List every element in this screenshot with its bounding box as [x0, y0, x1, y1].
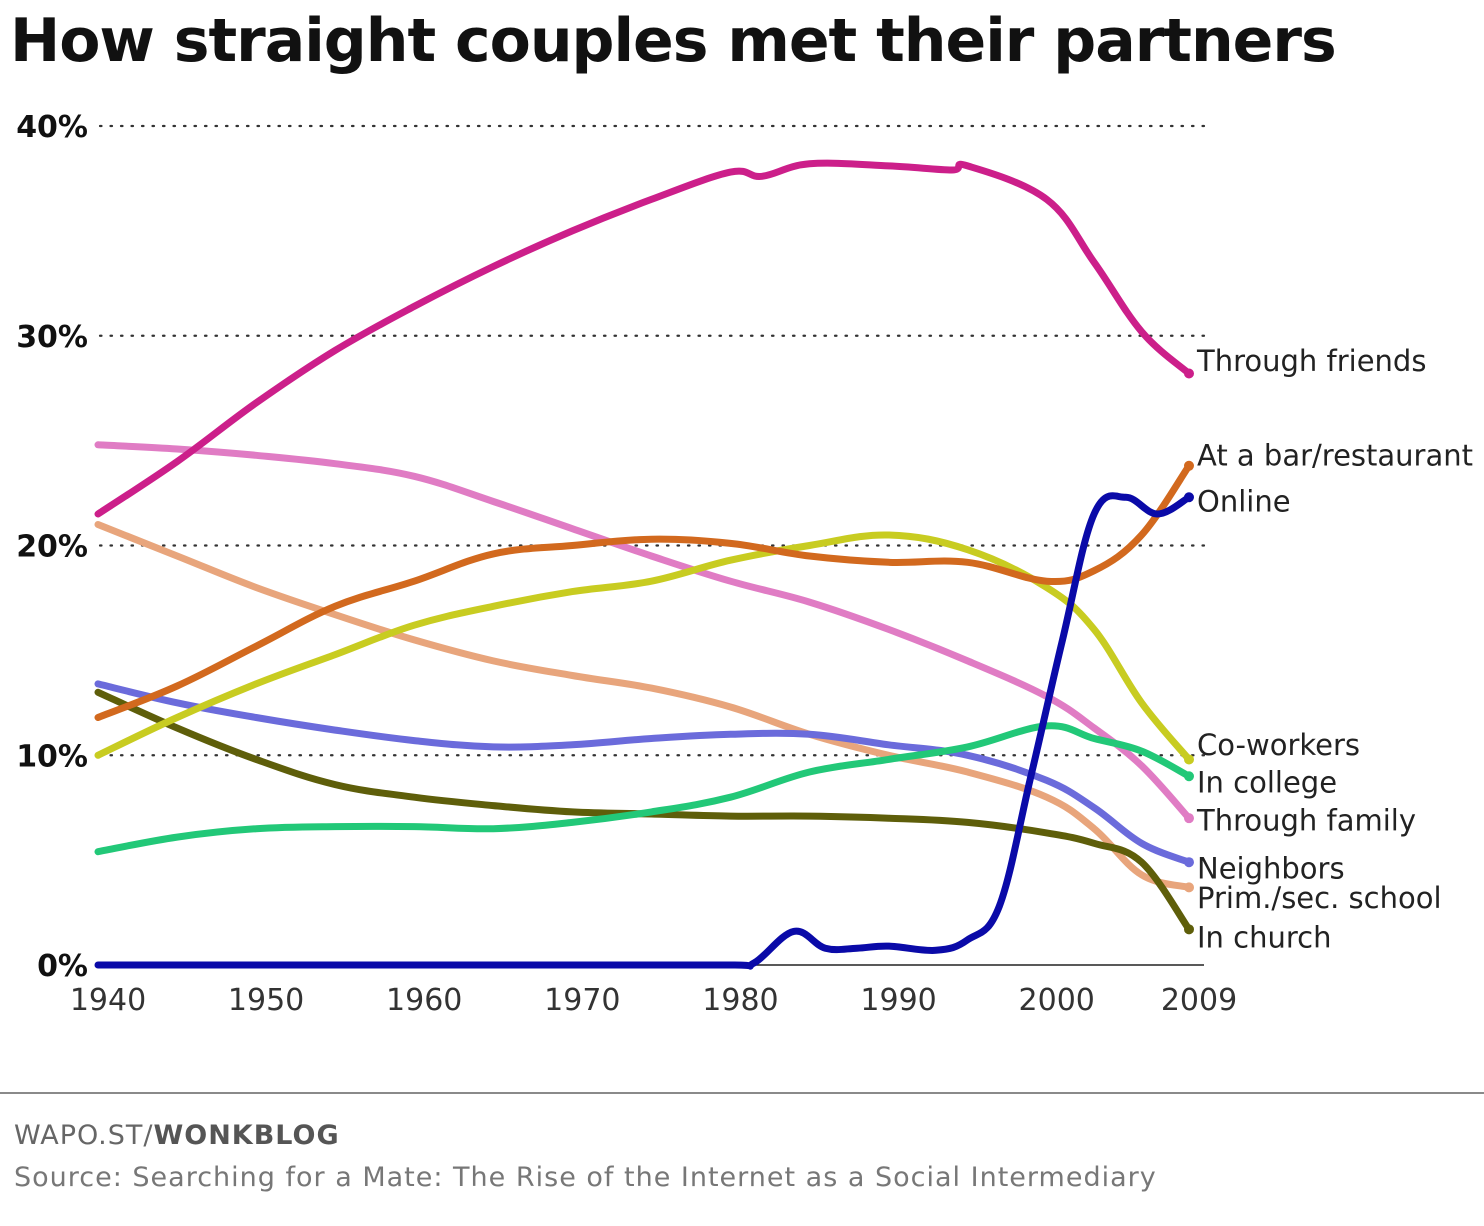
- series-endpoint-in-church: [1184, 924, 1194, 935]
- series-label-online: Online: [1197, 484, 1291, 518]
- line-chart: 0% 10% 20% 30% 40% 1940 1950 1960 1970 1980 1990 20…: [16, 110, 1473, 1018]
- series-label-at-a-bar-restaurant: At a bar/restaurant: [1197, 438, 1473, 472]
- y-tick-label: 40%: [16, 110, 88, 145]
- footer-divider: [0, 1092, 1484, 1094]
- series-endpoint-in-college: [1184, 771, 1194, 782]
- series-line-neighbors: [94, 680, 1193, 866]
- series-label-in-college: In college: [1197, 766, 1337, 800]
- axis-layer: 0% 10% 20% 30% 40% 1940 1950 1960 1970 1980 1990 20…: [16, 110, 1237, 1018]
- x-tick-label: 1940: [70, 983, 146, 1018]
- y-tick-label: 20%: [16, 530, 88, 565]
- series-label-prim-sec-school: Prim./sec. school: [1197, 881, 1442, 915]
- source-note: Source: Searching for a Mate: The Rise o…: [14, 1162, 1157, 1193]
- series-line-through-friends: [94, 159, 1193, 518]
- series-endpoint-at-a-bar-restaurant: [1184, 460, 1194, 471]
- brand-prefix: WAPO.ST/: [14, 1120, 154, 1151]
- series-line-in-church: [94, 688, 1193, 933]
- series-line-at-a-bar-restaurant: [94, 462, 1193, 721]
- series-label-neighbors: Neighbors: [1197, 852, 1345, 886]
- series-endpoint-co-workers: [1184, 754, 1194, 765]
- x-tick-label: 1980: [702, 983, 778, 1018]
- chart-title: How straight couples met their partners: [10, 6, 1337, 76]
- x-tick-label: 1970: [544, 983, 620, 1018]
- x-tick-label: 1950: [228, 983, 304, 1018]
- series-label-through-friends: Through friends: [1196, 344, 1426, 378]
- footer-brand[interactable]: WAPO.ST/WONKBLOG: [14, 1120, 340, 1151]
- brand-name: WONKBLOG: [153, 1120, 340, 1151]
- series-label-through-family: Through family: [1196, 803, 1416, 837]
- series-layer: [94, 159, 1194, 970]
- y-tick-label: 0%: [37, 949, 88, 984]
- series-line-in-college: [94, 722, 1193, 856]
- series-line-prim-sec-school: [94, 521, 1193, 891]
- x-tick-label: 1990: [860, 983, 936, 1018]
- series-label-co-workers: Co-workers: [1197, 728, 1360, 762]
- series-endpoint-through-friends: [1184, 368, 1194, 379]
- series-endpoint-through-family: [1184, 813, 1194, 824]
- y-tick-label: 10%: [16, 739, 88, 774]
- series-label-in-church: In church: [1197, 921, 1331, 955]
- series-endpoint-neighbors: [1184, 857, 1194, 868]
- grid-layer: [98, 124, 1212, 966]
- x-tick-label: 2000: [1019, 983, 1095, 1018]
- series-line-online: [94, 492, 1193, 970]
- series-endpoint-online: [1184, 492, 1194, 503]
- label-layer: Through friends At a bar/restaurant Online…: [1196, 344, 1473, 955]
- x-tick-label: 1960: [386, 983, 462, 1018]
- x-tick-label: 2009: [1161, 983, 1237, 1018]
- series-line-through-family: [94, 441, 1193, 822]
- y-tick-label: 30%: [16, 320, 88, 355]
- series-endpoint-prim-sec-school: [1184, 882, 1194, 893]
